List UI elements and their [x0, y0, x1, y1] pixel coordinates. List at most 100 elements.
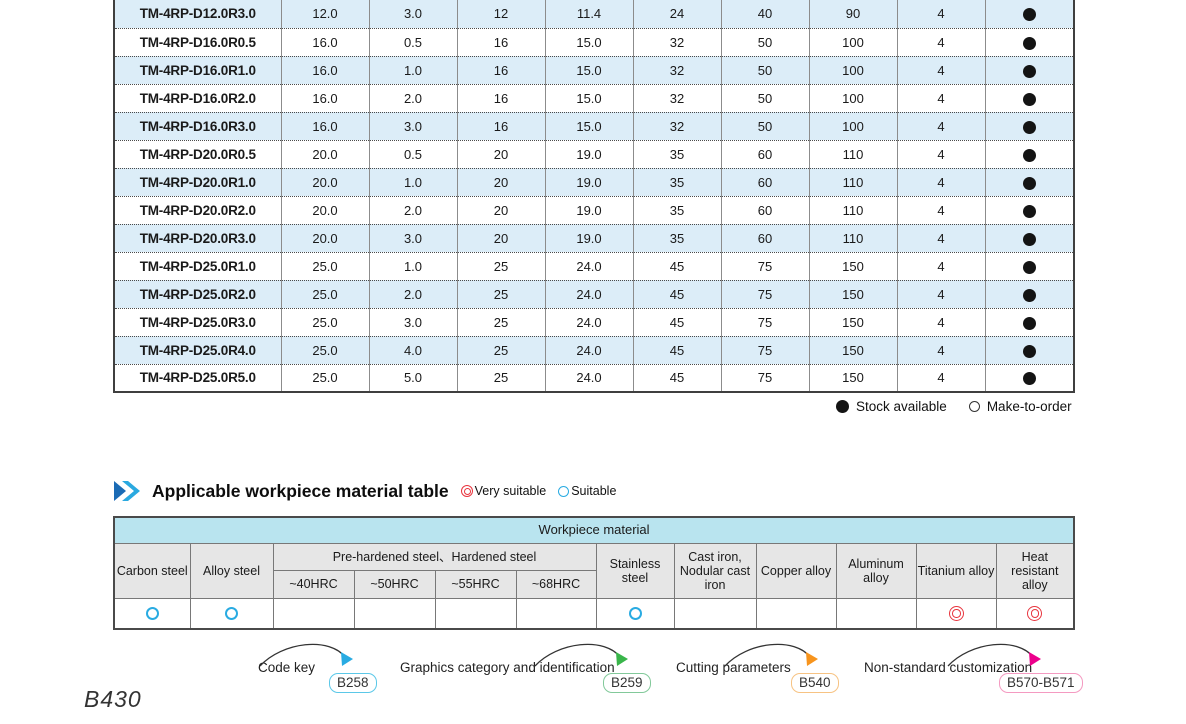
stock-cell — [984, 167, 1075, 197]
value-cell: 3.0 — [368, 0, 458, 29]
product-table-body: TM-4RP-D12.0R3.0 12.0 3.0 12 11.4 24 40 … — [113, 0, 1075, 392]
value-cell: 4 — [896, 83, 986, 113]
suitable-icon — [225, 607, 238, 621]
value-cell: 16.0 — [280, 27, 370, 57]
stock-available-icon — [1022, 8, 1036, 22]
value-cell: 45 — [632, 307, 722, 337]
value-cell: 110 — [808, 167, 898, 197]
stock-cell — [984, 223, 1075, 253]
stock-available-legend-item: Stock available — [836, 399, 947, 414]
table-row: TM-4RP-D25.0R1.0 25.0 1.0 25 24.0 45 75 … — [113, 251, 1075, 281]
value-cell: 16 — [456, 55, 546, 85]
value-cell: 35 — [632, 139, 722, 169]
value-cell: 110 — [808, 195, 898, 225]
value-cell: 35 — [632, 195, 722, 225]
value-cell: 24.0 — [544, 251, 634, 281]
value-cell: 24.0 — [544, 307, 634, 337]
graphics-category-page-badge[interactable]: B259 — [603, 673, 651, 693]
double-chevron-icon — [114, 481, 140, 501]
mark-cell — [434, 597, 517, 630]
value-cell: 2.0 — [368, 279, 458, 309]
value-cell: 25 — [456, 335, 546, 365]
table-row: TM-4RP-D25.0R5.0 25.0 5.0 25 24.0 45 75 … — [113, 363, 1075, 392]
value-cell: 100 — [808, 27, 898, 57]
mark-cell — [272, 597, 355, 630]
model-cell: TM-4RP-D20.0R2.0 — [113, 195, 282, 225]
value-cell: 4 — [896, 55, 986, 85]
value-cell: 150 — [808, 307, 898, 337]
curved-arrow-icon — [724, 643, 818, 667]
value-cell: 20 — [456, 195, 546, 225]
open-circle-icon — [558, 485, 570, 497]
stock-available-icon — [1022, 232, 1036, 246]
value-cell: 24 — [632, 0, 722, 29]
value-cell: 25.0 — [280, 363, 370, 392]
cutting-parameters-label: Cutting parameters — [676, 660, 791, 675]
very-suitable-icon — [1027, 605, 1043, 621]
very-suitable-icon — [948, 605, 964, 621]
stock-cell — [984, 279, 1075, 309]
value-cell: 19.0 — [544, 195, 634, 225]
code-key-page-badge[interactable]: B258 — [329, 673, 377, 693]
stock-available-icon — [1022, 36, 1036, 50]
value-cell: 60 — [720, 223, 810, 253]
value-cell: 19.0 — [544, 167, 634, 197]
non-standard-customization-label: Non-standard customization — [864, 660, 1033, 675]
value-cell: 4 — [896, 27, 986, 57]
value-cell: 25.0 — [280, 335, 370, 365]
table-row: TM-4RP-D25.0R3.0 25.0 3.0 25 24.0 45 75 … — [113, 307, 1075, 337]
cutting-parameters-page-badge[interactable]: B540 — [791, 673, 839, 693]
value-cell: 16.0 — [280, 83, 370, 113]
value-cell: 25 — [456, 363, 546, 392]
value-cell: 75 — [720, 279, 810, 309]
value-cell: 11.4 — [544, 0, 634, 29]
suitable-label: Suitable — [571, 484, 617, 498]
model-cell: TM-4RP-D20.0R0.5 — [113, 139, 282, 169]
value-cell: 1.0 — [368, 55, 458, 85]
value-cell: 60 — [720, 167, 810, 197]
model-cell: TM-4RP-D25.0R4.0 — [113, 335, 282, 365]
table-row: TM-4RP-D16.0R0.5 16.0 0.5 16 15.0 32 50 … — [113, 27, 1075, 57]
col-header-50hrc: ~50HRC — [353, 569, 436, 599]
value-cell: 25.0 — [280, 251, 370, 281]
value-cell: 1.0 — [368, 251, 458, 281]
value-cell: 20.0 — [280, 167, 370, 197]
col-header-alloy-steel: Alloy steel — [189, 542, 274, 599]
value-cell: 35 — [632, 223, 722, 253]
stock-cell — [984, 251, 1075, 281]
stock-available-icon — [1022, 344, 1036, 358]
value-cell: 20 — [456, 223, 546, 253]
table-row: TM-4RP-D16.0R3.0 16.0 3.0 16 15.0 32 50 … — [113, 111, 1075, 141]
stock-available-icon — [1022, 372, 1036, 386]
stock-available-icon — [1022, 204, 1036, 218]
value-cell: 4 — [896, 111, 986, 141]
col-header-carbon-steel: Carbon steel — [113, 542, 191, 599]
mark-cell — [189, 597, 274, 630]
value-cell: 4 — [896, 0, 986, 29]
value-cell: 15.0 — [544, 111, 634, 141]
mark-cell — [113, 597, 191, 630]
value-cell: 45 — [632, 279, 722, 309]
value-cell: 4 — [896, 307, 986, 337]
value-cell: 16.0 — [280, 55, 370, 85]
value-cell: 4 — [896, 139, 986, 169]
non-standard-customization-page-badge[interactable]: B570-B571 — [999, 673, 1083, 693]
col-header-hardened-group: Pre-hardened steel、Hardened steel — [272, 542, 597, 571]
col-header-cast-iron: Cast iron, Nodular cast iron — [673, 542, 757, 599]
table-row: TM-4RP-D16.0R2.0 16.0 2.0 16 15.0 32 50 … — [113, 83, 1075, 113]
value-cell: 75 — [720, 251, 810, 281]
value-cell: 32 — [632, 111, 722, 141]
mark-cell — [595, 597, 675, 630]
col-header-40hrc: ~40HRC — [272, 569, 355, 599]
value-cell: 12.0 — [280, 0, 370, 29]
model-cell: TM-4RP-D16.0R1.0 — [113, 55, 282, 85]
value-cell: 110 — [808, 139, 898, 169]
page-number: B430 — [84, 686, 142, 712]
stock-available-icon — [1022, 64, 1036, 78]
value-cell: 4 — [896, 279, 986, 309]
model-cell: TM-4RP-D25.0R5.0 — [113, 363, 282, 392]
value-cell: 4 — [896, 251, 986, 281]
value-cell: 24.0 — [544, 363, 634, 392]
value-cell: 60 — [720, 195, 810, 225]
model-cell: TM-4RP-D16.0R2.0 — [113, 83, 282, 113]
